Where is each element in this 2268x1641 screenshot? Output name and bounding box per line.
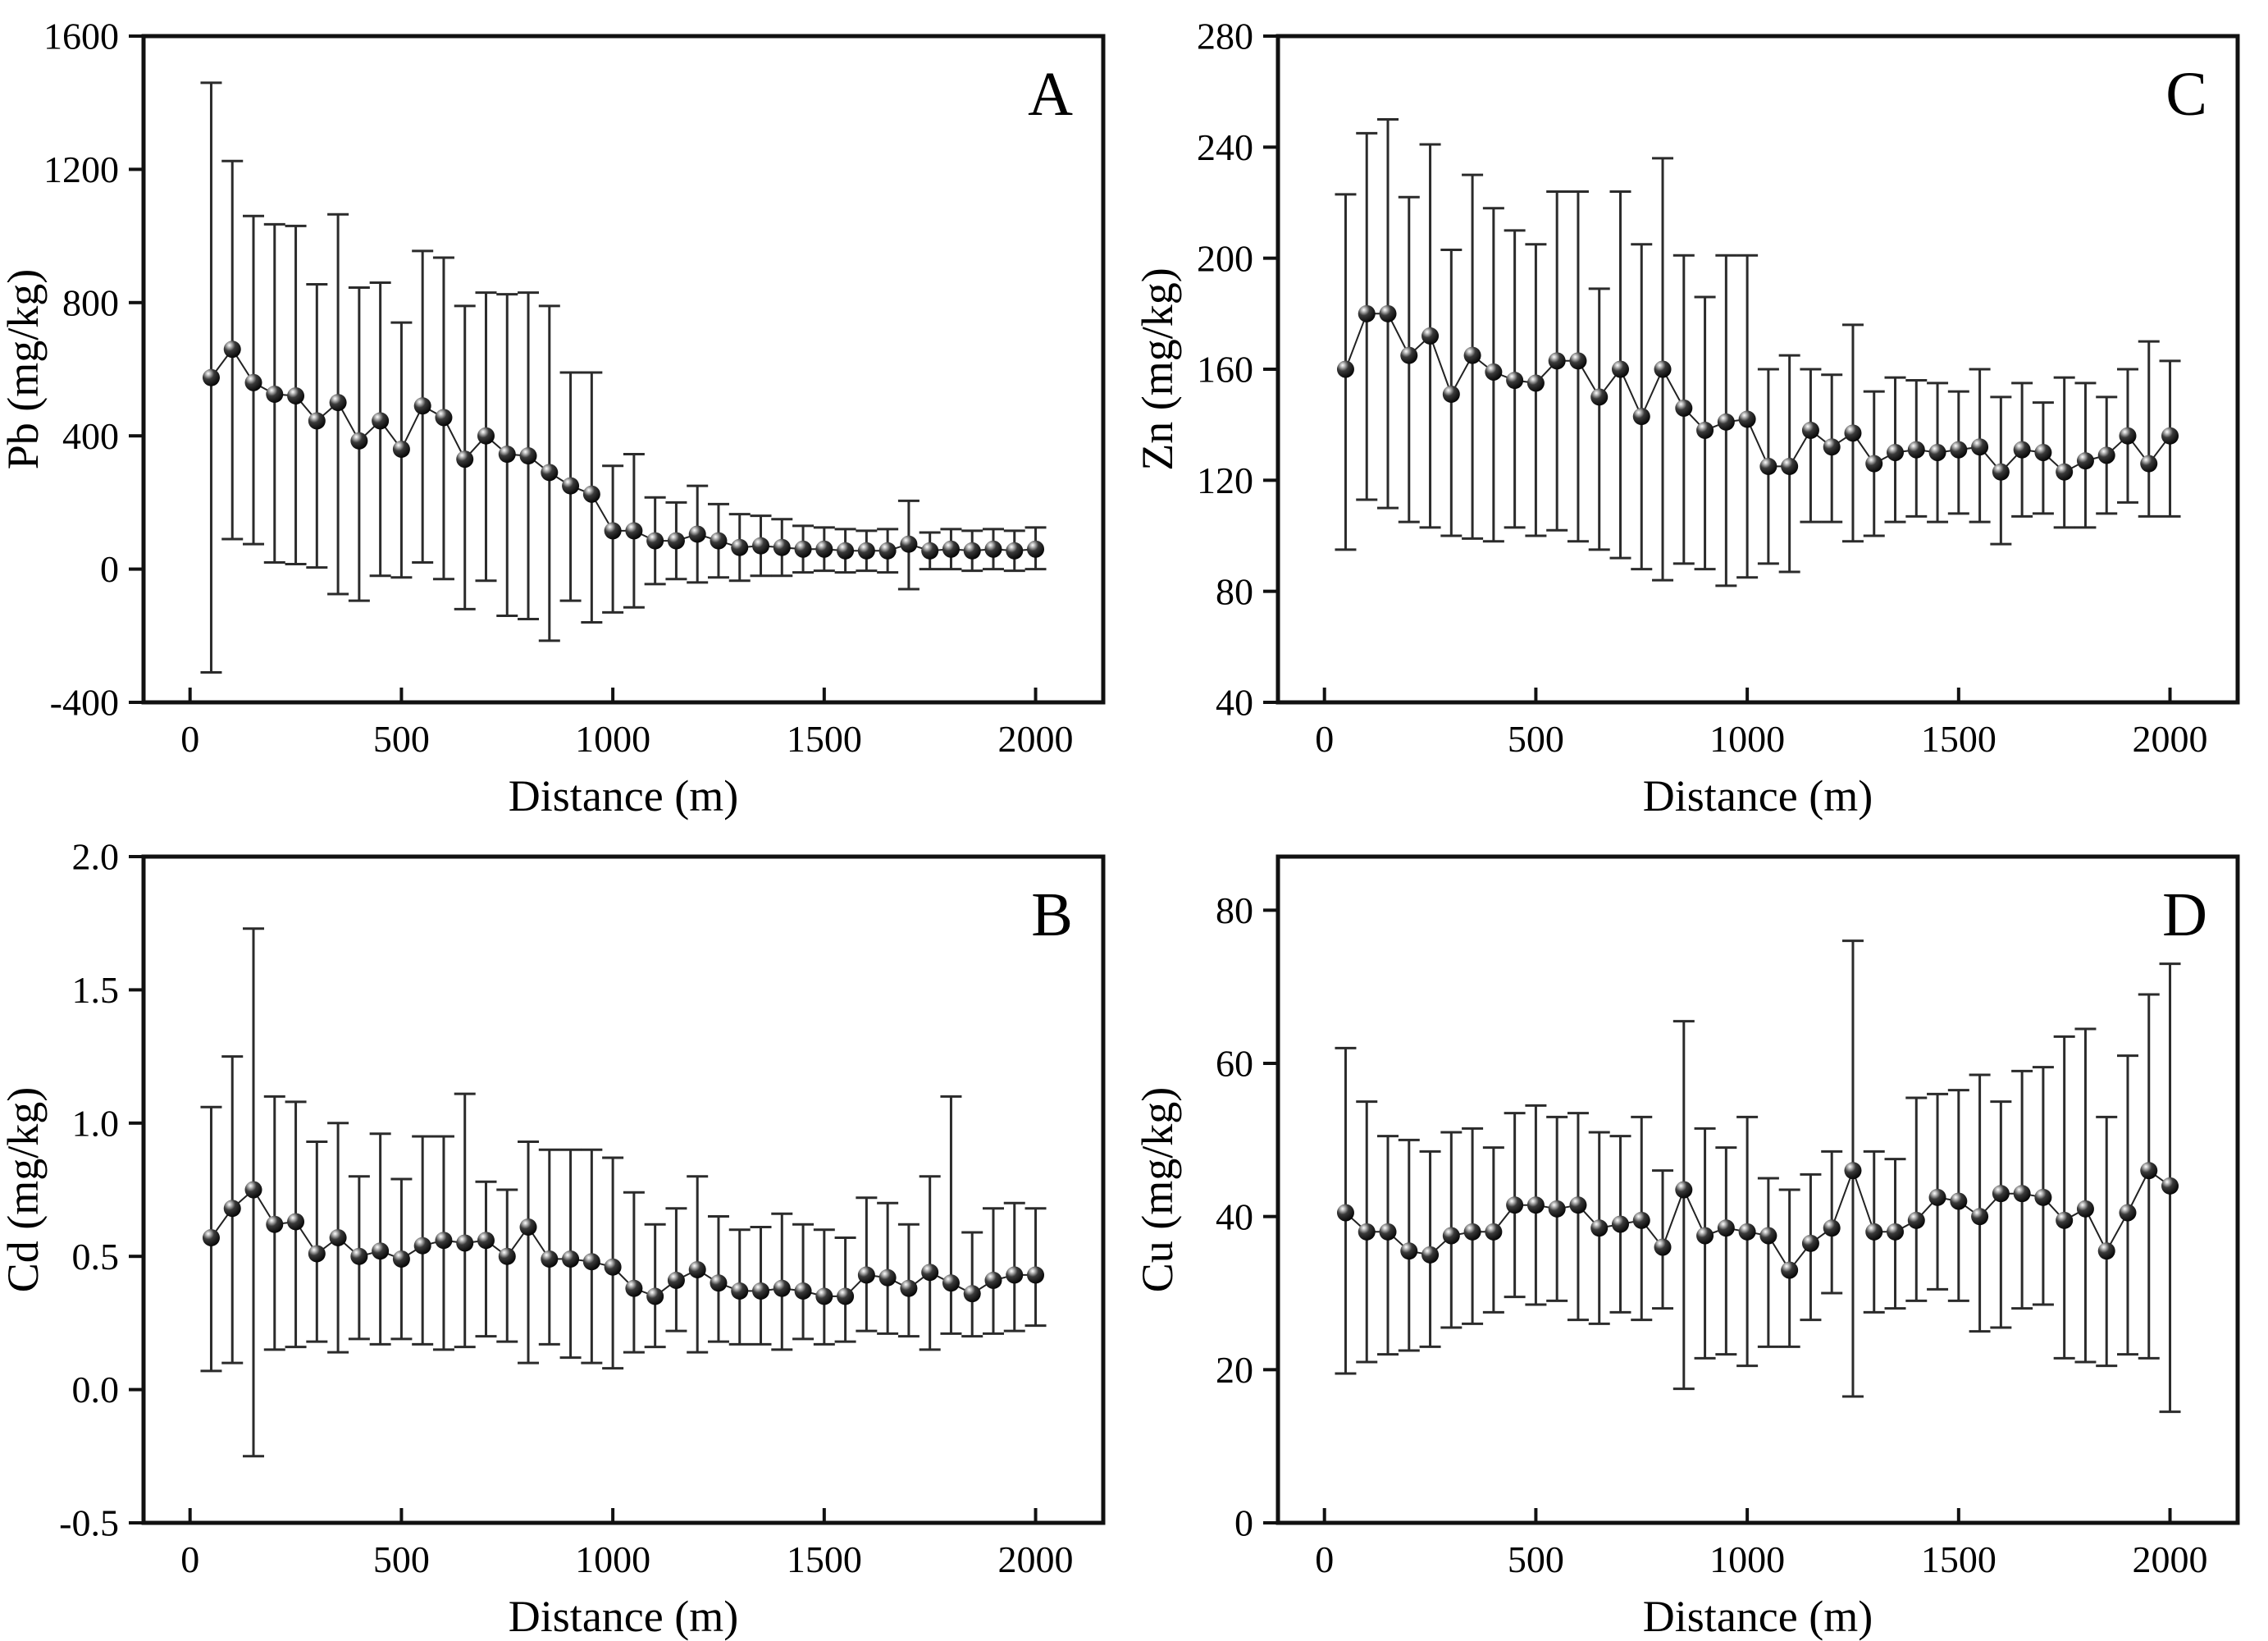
cd-tick-labels: -0.5 0.0 0.5 1.0 1.5 2.0 0 500 1000 1500 2000: [59, 836, 1073, 1580]
svg-text:1000: 1000: [575, 1538, 650, 1580]
svg-text:80: 80: [1216, 570, 1253, 612]
svg-text:1600: 1600: [43, 16, 119, 57]
svg-text:0: 0: [180, 1538, 199, 1580]
svg-text:0.5: 0.5: [72, 1236, 120, 1278]
cd-plot-border: [141, 854, 1106, 1525]
svg-text:-0.5: -0.5: [59, 1502, 119, 1544]
cd-panel-letter: B: [1031, 880, 1073, 949]
svg-text:200: 200: [1197, 237, 1253, 279]
svg-text:0.0: 0.0: [72, 1369, 120, 1410]
svg-text:400: 400: [62, 415, 119, 457]
pb-axis-ticks: [129, 34, 1038, 704]
cd-data-line: [210, 1188, 1036, 1298]
svg-text:0: 0: [100, 548, 119, 590]
cd-axis-ticks: [129, 855, 1038, 1524]
panel-pb: Pb (mg/kg) Distance (m) A -400 0 400 800 120…: [0, 0, 1134, 820]
zn-tick-labels: 40 80 120 160 200 240 280 0 500 1000 1500 2000: [1197, 16, 2208, 760]
cu-data-points: [1336, 1162, 2179, 1279]
cu-y-axis-title: Cu (mg/kg): [1134, 1087, 1182, 1293]
svg-text:280: 280: [1197, 16, 1253, 57]
zn-plot-border: [1275, 34, 2240, 705]
svg-text:0: 0: [1234, 1502, 1253, 1544]
svg-text:240: 240: [1197, 126, 1253, 168]
zn-error-bars: [1335, 118, 2181, 587]
pb-data-line: [210, 347, 1036, 552]
zn-y-axis-title: Zn (mg/kg): [1134, 267, 1182, 470]
svg-text:2000: 2000: [998, 718, 1074, 760]
zn-panel-letter: C: [2165, 60, 2207, 129]
svg-text:1000: 1000: [1709, 718, 1785, 760]
svg-text:500: 500: [373, 1538, 430, 1580]
svg-text:80: 80: [1216, 889, 1253, 931]
svg-text:0: 0: [1315, 718, 1334, 760]
svg-text:500: 500: [373, 718, 430, 760]
panel-cd: Cd (mg/kg) Distance (m) B -0.5 0.0 0.5 1.0 1…: [0, 820, 1134, 1641]
svg-text:500: 500: [1508, 1538, 1564, 1580]
svg-text:2000: 2000: [998, 1538, 1074, 1580]
svg-text:0: 0: [180, 718, 199, 760]
cd-chart: Cd (mg/kg) Distance (m) B -0.5 0.0 0.5 1.0 1…: [0, 836, 1106, 1641]
cu-chart: Cu (mg/kg) Distance (m) D 0 20 40 60 80 0 500 1…: [1134, 854, 2240, 1641]
zn-axis-ticks: [1263, 34, 2172, 704]
pb-x-axis-title: Distance (m): [509, 771, 738, 820]
pb-data-points: [202, 341, 1045, 560]
cd-data-points: [202, 1181, 1045, 1305]
cd-x-axis-title: Distance (m): [509, 1592, 738, 1641]
svg-text:20: 20: [1216, 1349, 1253, 1391]
svg-text:40: 40: [1216, 1195, 1253, 1237]
cd-y-axis-title: Cd (mg/kg): [0, 1087, 48, 1293]
pb-plot-border: [141, 34, 1106, 705]
svg-text:1000: 1000: [1709, 1538, 1785, 1580]
svg-text:1200: 1200: [43, 149, 119, 190]
pb-chart: Pb (mg/kg) Distance (m) A -400 0 400 800 120…: [0, 16, 1106, 820]
zn-x-axis-title: Distance (m): [1643, 771, 1873, 820]
svg-text:800: 800: [62, 281, 119, 323]
cu-data-line: [1344, 1168, 2171, 1272]
svg-text:1500: 1500: [787, 718, 862, 760]
cu-panel-letter: D: [2162, 880, 2207, 949]
svg-text:1.0: 1.0: [72, 1102, 120, 1144]
pb-tick-labels: -400 0 400 800 1200 1600 0 500 1000 1500 2000: [43, 16, 1074, 760]
pb-error-bars: [200, 81, 1047, 674]
svg-text:500: 500: [1508, 718, 1564, 760]
svg-text:-400: -400: [50, 682, 119, 724]
panel-cu: Cu (mg/kg) Distance (m) D 0 20 40 60 80 0 500 1…: [1134, 820, 2268, 1641]
svg-text:1500: 1500: [1921, 718, 1996, 760]
zn-data-line: [1344, 313, 2171, 473]
svg-text:120: 120: [1197, 459, 1253, 501]
panel-zn: Zn (mg/kg) Distance (m) C 40 80 120 160 200 2…: [1134, 0, 2268, 820]
cu-error-bars: [1335, 939, 2181, 1414]
svg-text:0: 0: [1315, 1538, 1334, 1580]
cu-tick-labels: 0 20 40 60 80 0 500 1000 1500 2000: [1216, 889, 2208, 1580]
zn-chart: Zn (mg/kg) Distance (m) C 40 80 120 160 200 2…: [1134, 16, 2240, 820]
cu-axis-ticks: [1263, 908, 2172, 1524]
cu-x-axis-title: Distance (m): [1643, 1592, 1873, 1641]
svg-text:1.5: 1.5: [72, 969, 120, 1011]
svg-text:2000: 2000: [2133, 718, 2208, 760]
svg-text:40: 40: [1216, 682, 1253, 724]
zn-data-points: [1336, 304, 2179, 481]
svg-text:1000: 1000: [575, 718, 650, 760]
pb-panel-letter: A: [1028, 60, 1073, 129]
cd-error-bars: [200, 927, 1047, 1458]
svg-text:1500: 1500: [787, 1538, 862, 1580]
svg-text:1500: 1500: [1921, 1538, 1996, 1580]
svg-text:2000: 2000: [2133, 1538, 2208, 1580]
svg-text:60: 60: [1216, 1043, 1253, 1085]
svg-text:160: 160: [1197, 349, 1253, 391]
cu-plot-border: [1275, 854, 2240, 1525]
svg-text:2.0: 2.0: [72, 836, 120, 878]
pb-y-axis-title: Pb (mg/kg): [0, 269, 48, 470]
